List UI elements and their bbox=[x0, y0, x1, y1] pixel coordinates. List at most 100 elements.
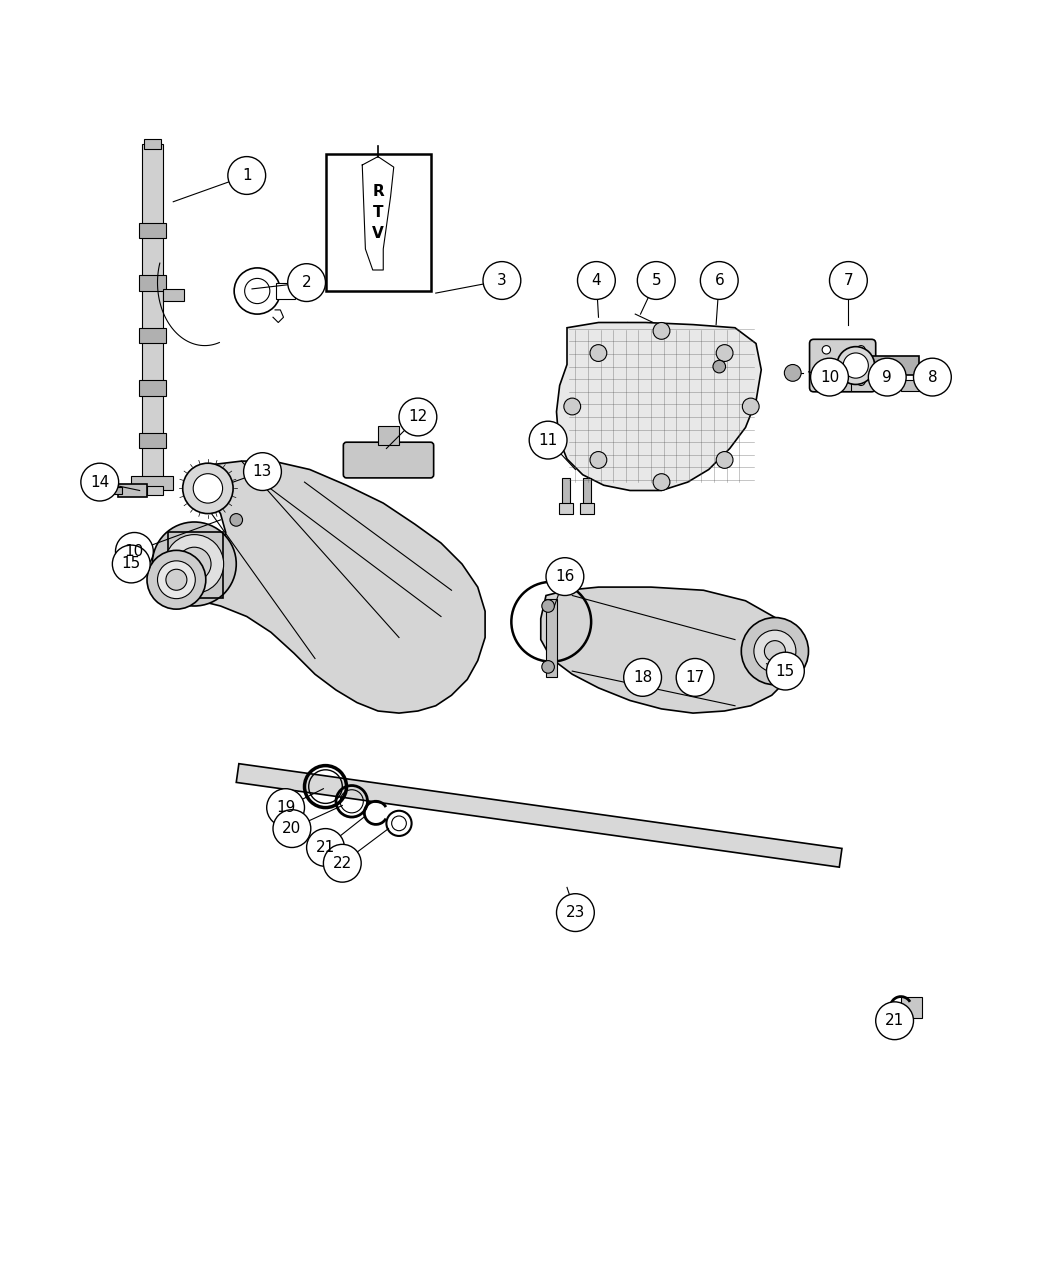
Circle shape bbox=[307, 829, 344, 867]
Circle shape bbox=[857, 377, 865, 385]
Text: 7: 7 bbox=[843, 273, 854, 288]
Circle shape bbox=[653, 323, 670, 339]
Circle shape bbox=[147, 551, 206, 609]
FancyBboxPatch shape bbox=[872, 356, 919, 375]
Circle shape bbox=[158, 561, 195, 599]
Circle shape bbox=[868, 358, 906, 397]
Text: 22: 22 bbox=[333, 856, 352, 871]
Circle shape bbox=[637, 261, 675, 300]
Text: 15: 15 bbox=[776, 663, 795, 678]
FancyBboxPatch shape bbox=[580, 504, 594, 514]
Circle shape bbox=[228, 157, 266, 194]
Text: 6: 6 bbox=[714, 273, 724, 288]
Polygon shape bbox=[236, 764, 842, 867]
Circle shape bbox=[267, 789, 304, 826]
Text: 10: 10 bbox=[820, 370, 839, 385]
Text: 14: 14 bbox=[90, 474, 109, 490]
Text: 21: 21 bbox=[316, 840, 335, 856]
Circle shape bbox=[713, 361, 726, 372]
Text: V: V bbox=[372, 226, 384, 241]
Text: 3: 3 bbox=[497, 273, 507, 288]
Text: 5: 5 bbox=[651, 273, 662, 288]
Circle shape bbox=[578, 261, 615, 300]
FancyBboxPatch shape bbox=[562, 478, 570, 504]
Text: 10: 10 bbox=[125, 544, 144, 558]
Circle shape bbox=[837, 347, 875, 385]
Circle shape bbox=[754, 630, 796, 672]
Circle shape bbox=[165, 534, 224, 593]
Circle shape bbox=[273, 810, 311, 848]
Text: 16: 16 bbox=[555, 569, 574, 584]
Circle shape bbox=[288, 264, 326, 301]
FancyBboxPatch shape bbox=[139, 328, 166, 343]
FancyBboxPatch shape bbox=[142, 144, 163, 479]
Text: 1: 1 bbox=[242, 168, 252, 184]
Circle shape bbox=[244, 453, 281, 491]
FancyBboxPatch shape bbox=[838, 379, 851, 390]
Circle shape bbox=[399, 398, 437, 436]
Circle shape bbox=[742, 398, 759, 414]
Circle shape bbox=[716, 344, 733, 361]
FancyBboxPatch shape bbox=[144, 139, 161, 149]
FancyBboxPatch shape bbox=[546, 599, 556, 677]
Circle shape bbox=[81, 463, 119, 501]
Text: 8: 8 bbox=[927, 370, 938, 385]
Text: R: R bbox=[372, 184, 384, 199]
Text: 12: 12 bbox=[408, 409, 427, 425]
Circle shape bbox=[676, 658, 714, 696]
Text: 2: 2 bbox=[301, 275, 312, 291]
Text: 9: 9 bbox=[882, 370, 892, 385]
Text: 19: 19 bbox=[276, 801, 295, 815]
Text: 4: 4 bbox=[591, 273, 602, 288]
Circle shape bbox=[177, 547, 211, 581]
FancyBboxPatch shape bbox=[139, 223, 166, 238]
Circle shape bbox=[830, 261, 867, 300]
Circle shape bbox=[857, 346, 865, 354]
Circle shape bbox=[653, 474, 670, 491]
FancyBboxPatch shape bbox=[118, 484, 147, 497]
FancyBboxPatch shape bbox=[139, 432, 166, 449]
Text: 15: 15 bbox=[122, 556, 141, 571]
FancyBboxPatch shape bbox=[163, 289, 184, 301]
Circle shape bbox=[230, 514, 243, 527]
FancyBboxPatch shape bbox=[901, 997, 922, 1017]
Circle shape bbox=[914, 358, 951, 397]
Circle shape bbox=[529, 421, 567, 459]
Circle shape bbox=[624, 658, 662, 696]
Circle shape bbox=[843, 353, 868, 379]
FancyBboxPatch shape bbox=[343, 442, 434, 478]
Circle shape bbox=[590, 344, 607, 361]
Circle shape bbox=[811, 358, 848, 397]
Circle shape bbox=[822, 377, 831, 385]
Text: 11: 11 bbox=[539, 432, 558, 448]
FancyBboxPatch shape bbox=[139, 275, 166, 291]
Circle shape bbox=[556, 894, 594, 932]
Text: T: T bbox=[373, 205, 383, 219]
Circle shape bbox=[716, 451, 733, 468]
Circle shape bbox=[700, 261, 738, 300]
Circle shape bbox=[590, 451, 607, 468]
Circle shape bbox=[741, 617, 808, 685]
FancyBboxPatch shape bbox=[901, 380, 927, 390]
Text: 20: 20 bbox=[282, 821, 301, 836]
FancyBboxPatch shape bbox=[276, 283, 295, 300]
Circle shape bbox=[323, 844, 361, 882]
Text: 18: 18 bbox=[633, 669, 652, 685]
Text: 13: 13 bbox=[253, 464, 272, 479]
Polygon shape bbox=[168, 462, 485, 713]
Text: 21: 21 bbox=[885, 1014, 904, 1028]
Circle shape bbox=[822, 346, 831, 354]
Polygon shape bbox=[556, 323, 761, 491]
FancyBboxPatch shape bbox=[326, 154, 430, 291]
FancyBboxPatch shape bbox=[113, 487, 122, 493]
Circle shape bbox=[766, 653, 804, 690]
Circle shape bbox=[183, 463, 233, 514]
FancyBboxPatch shape bbox=[139, 380, 166, 397]
Text: 23: 23 bbox=[566, 905, 585, 921]
FancyBboxPatch shape bbox=[559, 504, 573, 514]
Circle shape bbox=[542, 599, 554, 612]
Circle shape bbox=[152, 521, 236, 606]
Circle shape bbox=[483, 261, 521, 300]
Circle shape bbox=[564, 398, 581, 414]
FancyBboxPatch shape bbox=[131, 476, 173, 491]
